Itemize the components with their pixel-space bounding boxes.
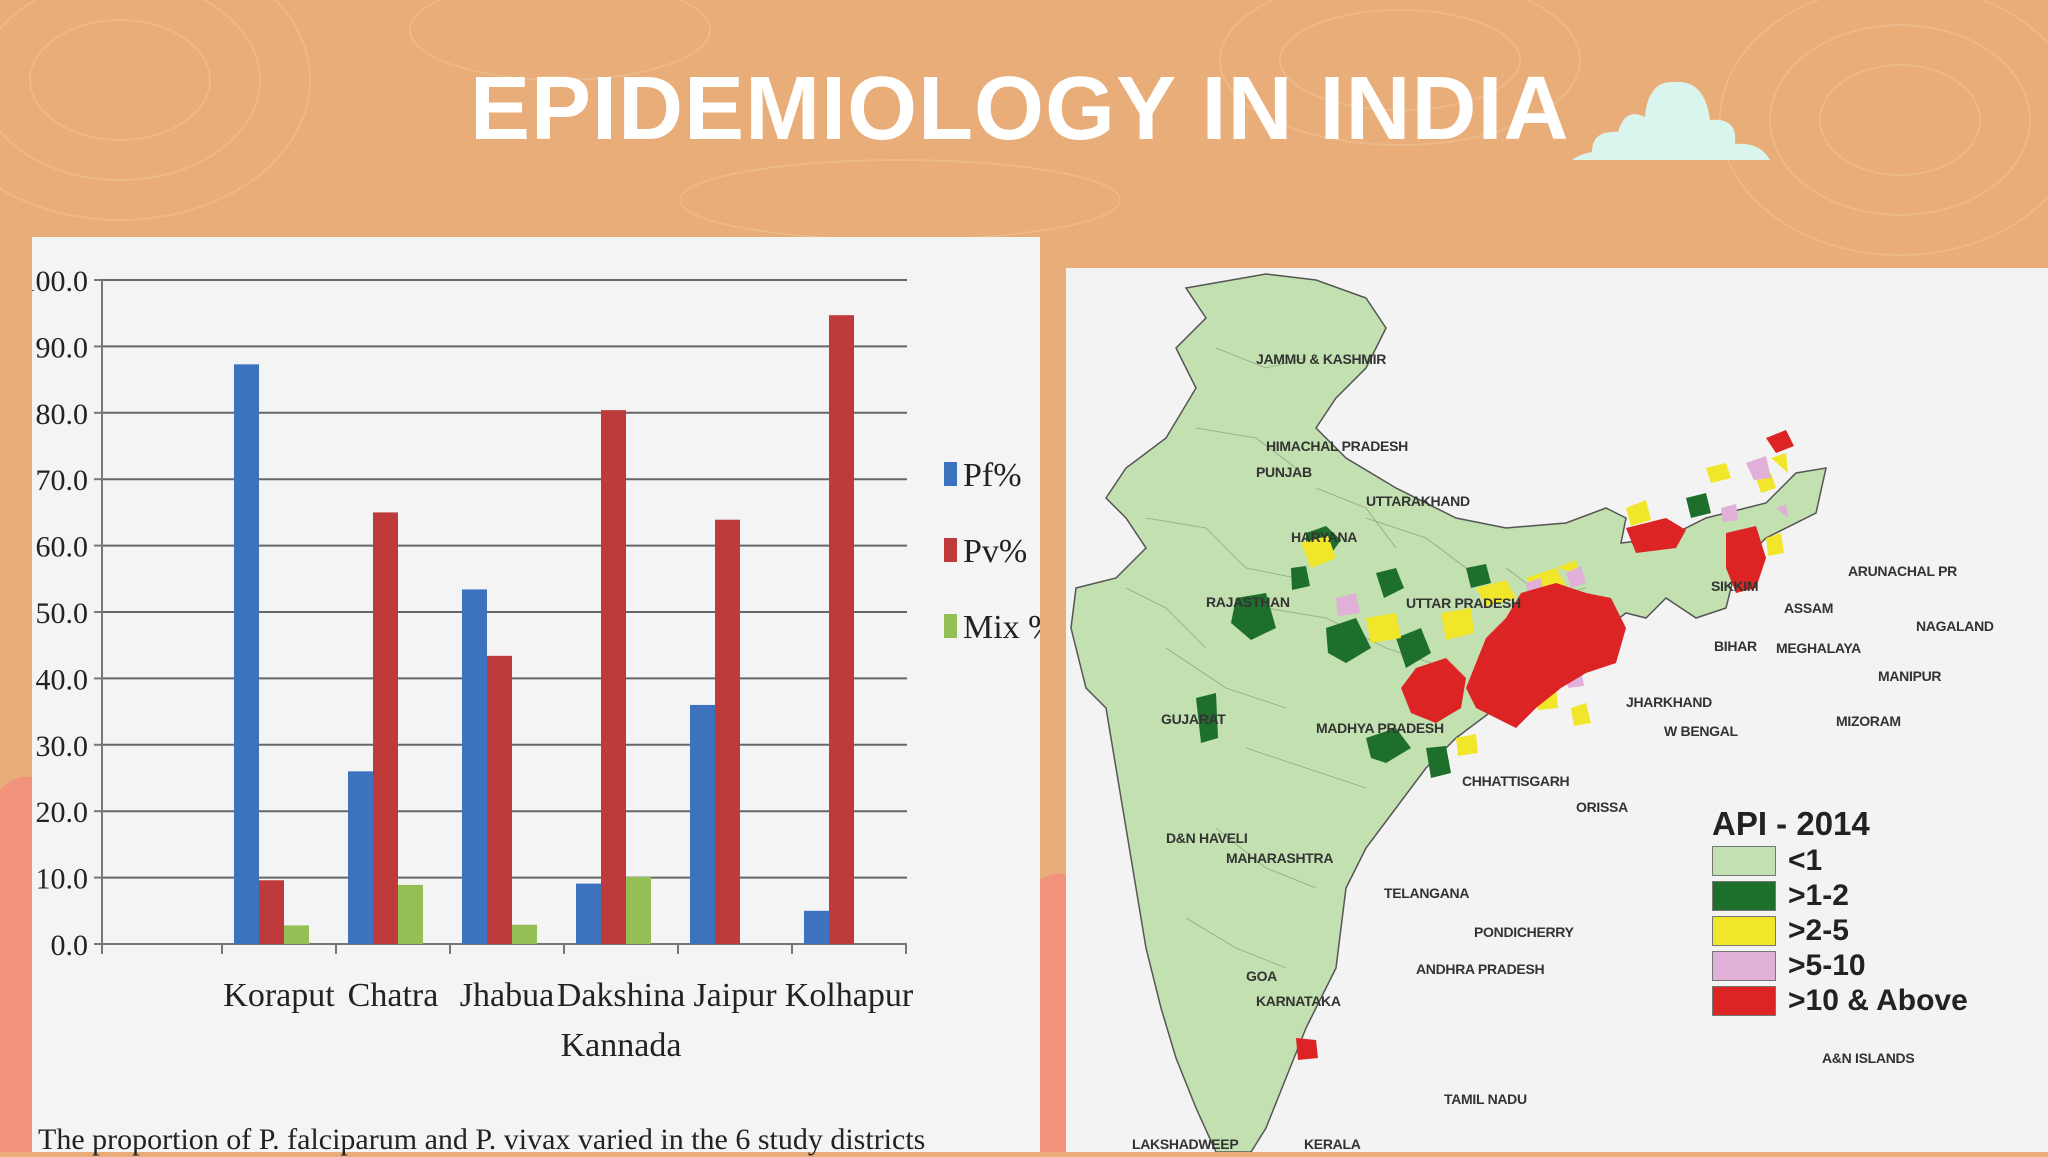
legend-label: Pv% (963, 533, 1027, 570)
bar-pf (576, 883, 601, 944)
xtick-label: Jaipur (693, 977, 777, 1014)
xtick-label: Jhabua (460, 977, 554, 1014)
map-label: MAHARASHTRA (1226, 850, 1334, 866)
bar-pf (348, 771, 373, 944)
map-legend-label: >10 & Above (1788, 983, 1968, 1017)
map-label: LAKSHADWEEP (1132, 1136, 1239, 1152)
map-legend-row: >2-5 (1712, 913, 1968, 948)
map-label: MIZORAM (1836, 713, 1901, 729)
legend-label: Mix % (963, 609, 1040, 646)
map-label: SIKKIM (1711, 578, 1759, 594)
map-label: PUNJAB (1256, 464, 1312, 480)
map-label: JHARKHAND (1626, 694, 1712, 710)
map-label: JAMMU & KASHMIR (1256, 351, 1387, 367)
bar-pf (234, 364, 259, 944)
legend-swatch (944, 462, 957, 486)
map-legend-row: >1-2 (1712, 878, 1968, 913)
ytick-label: 70.0 (36, 464, 89, 497)
chart-caption: The proportion of P. falciparum and P. v… (38, 1123, 926, 1156)
bar-pv (715, 519, 740, 944)
bar-pv (601, 410, 626, 944)
map-label: A&N ISLANDS (1822, 1050, 1915, 1066)
bar-pv (829, 315, 854, 944)
map-label: ARUNACHAL PR (1848, 563, 1957, 579)
map-label: ANDHRA PRADESH (1416, 961, 1545, 977)
ytick-label: 20.0 (36, 796, 89, 829)
map-legend-title: API - 2014 (1712, 805, 1870, 842)
legend-swatch (944, 538, 957, 562)
map-label: GOA (1246, 968, 1277, 984)
ytick-label: 30.0 (36, 730, 89, 763)
map-legend-swatch (1712, 985, 1776, 1016)
salmon-side-shape-left (0, 776, 40, 1152)
map-legend-label: >1-2 (1788, 878, 1849, 912)
map-label: ORISSA (1576, 799, 1628, 815)
xtick-label: Kolhapur (785, 977, 914, 1014)
map-label: KERALA (1304, 1136, 1361, 1152)
map-label: BIHAR (1714, 638, 1757, 654)
map-label: MADHYA PRADESH (1316, 720, 1444, 736)
bar-mix (398, 884, 423, 944)
xtick-label: Kannada (561, 1027, 682, 1064)
ytick-label: 60.0 (36, 531, 89, 564)
cloud-icon (1572, 81, 1770, 160)
bar-mix (512, 924, 537, 944)
map-legend-label: <1 (1788, 843, 1823, 877)
bar-pv (259, 880, 284, 944)
xtick-label: Koraput (223, 977, 335, 1014)
map-label: KARNATAKA (1256, 993, 1341, 1009)
salmon-side-shape-middle (1040, 873, 1070, 1152)
map-legend-swatch (1712, 845, 1776, 876)
map-label: TELANGANA (1384, 885, 1470, 901)
legend-label: Pf% (963, 457, 1022, 494)
xtick-label: Dakshina (557, 977, 685, 1014)
legend-swatch (944, 614, 957, 638)
india-api-map (1070, 273, 1827, 1152)
map-legend-swatch (1712, 950, 1776, 981)
map-label: D&N HAVELI (1166, 830, 1248, 846)
map-legend-swatch (1712, 880, 1776, 911)
ytick-label: 100.0 (32, 265, 88, 298)
ytick-label: 80.0 (36, 398, 89, 431)
map-label: HARYANA (1291, 529, 1358, 545)
ytick-label: 50.0 (36, 597, 89, 630)
map-legend-swatch (1712, 915, 1776, 946)
map-label: RAJASTHAN (1206, 594, 1290, 610)
bar-chart: 0.0 10.0 20.0 30.0 40.0 50.0 60.0 70.0 80.0 90.0 1… (32, 265, 1040, 1064)
ytick-label: 0.0 (51, 929, 89, 962)
bar-pf (804, 910, 829, 944)
map-legend-row: >5-10 (1712, 948, 1968, 983)
ytick-label: 90.0 (36, 331, 89, 364)
map-label: NAGALAND (1916, 618, 1994, 634)
ytick-label: 40.0 (36, 663, 89, 696)
ytick-label: 10.0 (36, 863, 89, 896)
map-label: UTTAR PRADESH (1406, 595, 1521, 611)
map-legend-label: >2-5 (1788, 913, 1849, 947)
bar-pv (487, 655, 512, 944)
bar-pf (690, 704, 715, 944)
map-panel: JAMMU & KASHMIR HIMACHAL PRADESH PUNJAB UTT… (1066, 268, 2048, 1152)
xtick-label: Chatra (348, 977, 439, 1014)
map-label: TAMIL NADU (1444, 1091, 1527, 1107)
map-label: HIMACHAL PRADESH (1266, 438, 1408, 454)
map-label: GUJARAT (1161, 711, 1226, 727)
bar-pf (462, 589, 487, 944)
map-legend: API - 2014 <1 >1-2 >2-5 >5-10 >10 & Above (1712, 805, 1968, 1018)
chart-panel: 0.0 10.0 20.0 30.0 40.0 50.0 60.0 70.0 80.0 90.0 1… (32, 237, 1040, 1156)
map-legend-label: >5-10 (1788, 948, 1866, 982)
map-label: PONDICHERRY (1474, 924, 1574, 940)
bar-mix (284, 925, 309, 944)
map-label: W BENGAL (1664, 723, 1738, 739)
map-label: MANIPUR (1878, 668, 1942, 684)
map-label: CHHATTISGARH (1462, 773, 1570, 789)
map-label: MEGHALAYA (1776, 640, 1861, 656)
map-label: UTTARAKHAND (1366, 493, 1470, 509)
bar-mix (626, 876, 651, 944)
slide-title: EPIDEMIOLOGY IN INDIA (470, 59, 1570, 159)
map-label: ASSAM (1784, 600, 1834, 616)
bar-pv (373, 512, 398, 944)
map-legend-row: <1 (1712, 843, 1968, 878)
map-legend-row: >10 & Above (1712, 983, 1968, 1018)
